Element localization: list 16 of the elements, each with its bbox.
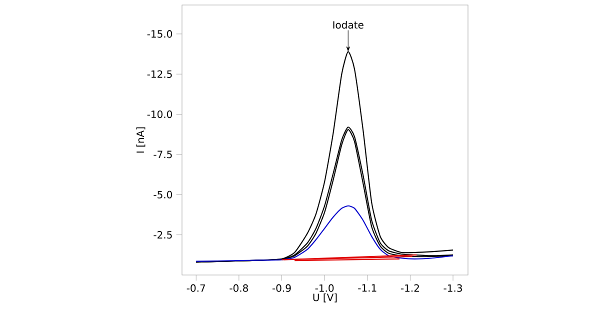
y-tick-label: -5.0 [154, 190, 172, 198]
x-tick-label: -0.9 [272, 284, 291, 292]
y-tick-label: -12.5 [147, 70, 172, 78]
y-axis-title: I [nA] [136, 127, 146, 153]
x-tick-label: -1.0 [315, 284, 334, 292]
annotation: Iodate [333, 20, 364, 29]
x-tick-label: -1.1 [358, 284, 376, 292]
x-tick-label: -1.3 [444, 284, 462, 292]
y-tick-label: -7.5 [154, 150, 172, 158]
y-tick-label: -15.0 [147, 30, 172, 38]
x-tick-label: -0.7 [186, 284, 206, 292]
y-tick-label: -2.5 [154, 231, 172, 239]
x-tick-label: -0.8 [230, 284, 248, 292]
x-tick-label: -1.2 [400, 284, 419, 292]
x-axis-title: U [V] [313, 293, 337, 302]
y-tick-label: -10.0 [147, 110, 172, 118]
